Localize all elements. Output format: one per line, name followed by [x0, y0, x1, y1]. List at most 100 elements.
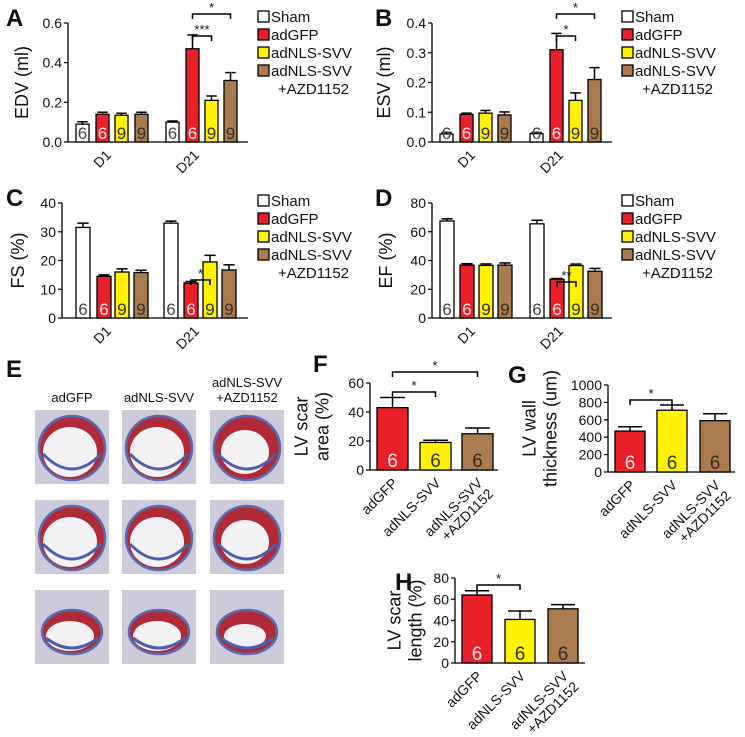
panel-letter: G — [508, 362, 527, 389]
bar-adnls-svv-azd1152 — [221, 269, 237, 319]
n-label: 6 — [558, 644, 569, 665]
y-tick-label: 80 — [410, 195, 426, 211]
bar-adnls-svv-azd1152 — [587, 270, 603, 319]
bar-adgfp — [376, 406, 409, 471]
legend-label: adNLS-SVV — [635, 247, 716, 264]
bar-sham — [163, 222, 179, 319]
y-axis-label: FS (%) — [8, 233, 28, 289]
significance-bracket — [391, 391, 437, 397]
legend-swatch — [621, 248, 634, 261]
legend-swatch — [257, 212, 270, 225]
legend-label: Sham — [635, 193, 674, 210]
bar-adnls-svv-azd1152 — [587, 78, 602, 143]
histology-image — [122, 410, 196, 484]
bar-adnls-svv-azd1152 — [223, 79, 238, 143]
bar-adgfp — [96, 275, 112, 319]
legend-swatch — [621, 28, 634, 41]
n-label: 6 — [462, 124, 471, 143]
legend-label: adNLS-SVV — [635, 63, 716, 80]
histology-image — [35, 500, 109, 574]
n-label: 9 — [500, 124, 509, 143]
y-tick-label: 60 — [433, 591, 449, 607]
n-label: 6 — [166, 300, 175, 319]
n-label: 6 — [387, 451, 398, 472]
x-tick-label: D21 — [173, 323, 203, 353]
bar-adnls-svv-azd1152 — [497, 264, 513, 319]
column-label: adNLS-SVV — [124, 390, 194, 405]
legend-label: adNLS-SVV — [635, 229, 716, 246]
y-tick-label: 20 — [40, 253, 56, 269]
y-tick-label: 0.2 — [43, 94, 63, 110]
y-tick-label: 40 — [40, 195, 56, 211]
n-label: 6 — [532, 124, 541, 143]
bar-adgfp — [459, 264, 475, 319]
y-tick-label: 60 — [410, 224, 426, 240]
significance-label: ** — [561, 268, 571, 283]
histology-image — [210, 500, 284, 574]
bar-adgfp — [95, 113, 110, 143]
significance-label: * — [573, 0, 578, 15]
x-tick-label: D21 — [537, 147, 567, 177]
x-tick-label: D1 — [454, 323, 478, 347]
y-tick-label: 40 — [410, 253, 426, 269]
legend-label: +AZD1152 — [278, 265, 349, 282]
significance-bracket — [555, 13, 596, 19]
scar-region — [216, 542, 278, 561]
significance-label: * — [432, 358, 437, 373]
n-label: 9 — [136, 300, 145, 319]
n-label: 6 — [552, 300, 561, 319]
x-tick-label: D21 — [173, 147, 203, 177]
n-label: 9 — [207, 124, 216, 143]
legend-swatch — [621, 46, 634, 59]
y-tick-label: 30 — [40, 224, 56, 240]
n-label: 6 — [552, 124, 561, 143]
y-tick-label: 0.2 — [407, 75, 427, 91]
legend-label: adNLS-SVV — [635, 45, 716, 62]
legend-swatch — [257, 46, 270, 59]
n-label: 6 — [186, 300, 195, 319]
n-label: 6 — [462, 300, 471, 319]
y-tick-label: 40 — [348, 404, 364, 420]
bar-sham — [165, 121, 180, 143]
significance-label: *** — [194, 22, 209, 37]
bar-adgfp — [614, 430, 646, 473]
significance-bracket — [190, 279, 211, 285]
n-label: 6 — [625, 453, 636, 474]
bar-adgfp — [549, 278, 565, 319]
significance-bracket — [191, 13, 232, 19]
legend-label: +AZD1152 — [642, 265, 713, 282]
n-label: 6 — [78, 124, 87, 143]
significance-bracket — [476, 584, 521, 590]
bar-adnls-svv-azd1152 — [133, 271, 149, 319]
legend-swatch — [621, 194, 634, 207]
legend-label: Sham — [271, 9, 310, 26]
column-label: +AZD1152 — [216, 390, 278, 405]
ventricle-lumen — [221, 520, 269, 564]
y-axis-label: area (%) — [313, 392, 333, 461]
x-tick-label: D1 — [90, 323, 114, 347]
y-tick-label: 10 — [40, 281, 56, 297]
y-axis-label: LV scar — [292, 397, 312, 457]
histology-image — [210, 410, 284, 484]
legend-swatch — [257, 230, 270, 243]
n-label: 6 — [472, 644, 483, 665]
n-label: 9 — [117, 300, 126, 319]
n-label: 9 — [571, 300, 580, 319]
n-label: 9 — [226, 124, 235, 143]
legend-swatch — [257, 28, 270, 41]
bar-adnls-svv-azd1152 — [134, 113, 149, 143]
y-axis-label: ESV (ml) — [374, 47, 394, 119]
bar-adnls-svv-azd1152 — [547, 608, 579, 664]
bar-adnls-svv — [202, 261, 218, 319]
significance-bracket — [629, 399, 673, 405]
bar-adnls-svv — [478, 264, 494, 319]
y-tick-label: 0.3 — [407, 45, 427, 61]
panel-letter: D — [375, 185, 392, 212]
y-axis-label: LV wall — [520, 400, 540, 457]
significance-bracket — [191, 35, 213, 41]
n-label: 6 — [168, 124, 177, 143]
